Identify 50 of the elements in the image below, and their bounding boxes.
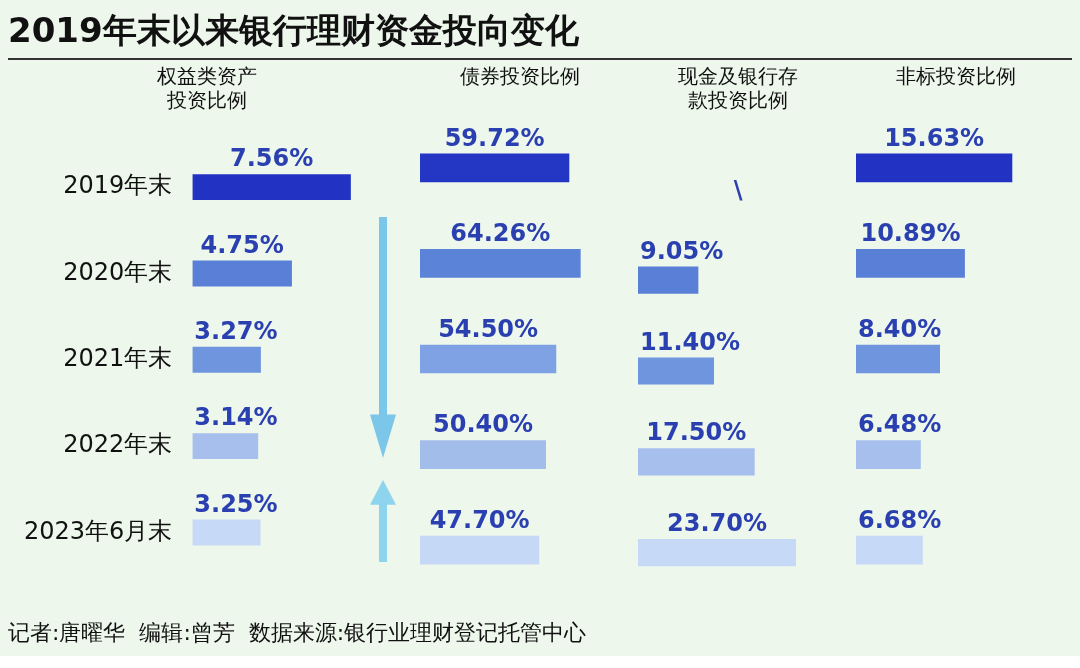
- bar: [856, 344, 940, 374]
- bar: [856, 153, 1013, 183]
- y-tick-label: 2020年末: [63, 257, 173, 286]
- data-label: 10.89%: [860, 219, 961, 248]
- y-tick-label: 2021年末: [63, 344, 173, 373]
- chart-title: 非标投资比例: [896, 64, 1016, 89]
- data-label: 59.72%: [444, 123, 545, 152]
- bar: [420, 249, 581, 278]
- y-tick-label: 2019年末: [63, 171, 173, 200]
- data-label: 6.68%: [858, 506, 942, 535]
- bar: [192, 519, 261, 546]
- data-label: 3.25%: [194, 489, 278, 518]
- text: 2019年末以来银行理财资金投向变化: [8, 8, 1072, 60]
- data-label: 50.40%: [433, 410, 533, 439]
- text: 记者:唐曜华 编辑:曾芳 数据来源:银行业理财登记托管中心: [8, 619, 587, 647]
- data-label: 7.56%: [229, 144, 314, 173]
- data-label: 3.27%: [194, 317, 278, 346]
- data-label: 23.70%: [667, 509, 767, 538]
- bar: [192, 346, 261, 373]
- bar: [856, 535, 923, 565]
- bar: [638, 448, 755, 476]
- data-label: 64.26%: [450, 219, 551, 248]
- data-label: 54.50%: [438, 314, 539, 343]
- bar: [192, 260, 292, 287]
- data-label: 9.05%: [640, 236, 724, 265]
- bar: [856, 249, 965, 278]
- data-label: 17.50%: [646, 418, 747, 447]
- data-label: 3.14%: [194, 403, 278, 432]
- bar: [638, 266, 699, 294]
- bar: [420, 344, 557, 374]
- bar: [192, 433, 259, 460]
- data-label: 4.75%: [200, 230, 284, 259]
- chart-title: 权益类资产投资比例: [156, 64, 257, 113]
- y-tick-label: 2023年6月末: [23, 516, 173, 545]
- bar: [420, 440, 546, 469]
- chart-title: 债券投资比例: [460, 64, 580, 89]
- data-label: 15.63%: [884, 123, 985, 152]
- bar: [420, 535, 540, 565]
- text: \: [733, 175, 743, 204]
- bar: [192, 174, 351, 201]
- bar: [856, 440, 921, 469]
- chart-title: 现金及银行存款投资比例: [678, 64, 798, 113]
- y-tick-label: 2022年末: [63, 430, 173, 459]
- data-label: 8.40%: [858, 314, 942, 343]
- bar: [420, 153, 570, 183]
- bar: [638, 357, 714, 385]
- data-label: 11.40%: [640, 327, 740, 356]
- data-label: 6.48%: [858, 410, 942, 439]
- data-label: 47.70%: [429, 506, 530, 535]
- bar: [638, 538, 796, 567]
